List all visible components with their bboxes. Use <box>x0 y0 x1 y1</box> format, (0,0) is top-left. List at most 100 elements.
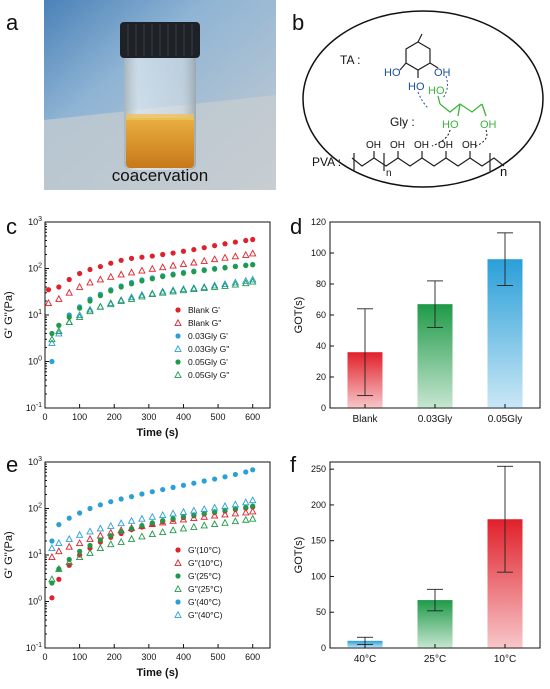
data-point <box>221 280 229 288</box>
x-tick-label: 500 <box>211 652 226 662</box>
data-point <box>158 263 167 271</box>
data-point <box>128 494 135 500</box>
legend-label: 0.03Gly G'' <box>188 344 230 354</box>
data-point <box>243 237 249 244</box>
data-point <box>65 318 73 326</box>
data-point <box>221 281 229 289</box>
data-point <box>242 498 250 506</box>
x-tick-label: Blank <box>352 414 378 425</box>
series-5 <box>48 496 257 552</box>
y-tick-label: 0 <box>321 403 326 413</box>
x-tick-label: 0 <box>42 412 47 422</box>
data-point <box>96 531 105 539</box>
data-point <box>201 245 207 251</box>
data-point <box>108 288 114 294</box>
legend-marker <box>175 359 181 365</box>
legend-label: G''(25°C) <box>188 584 223 594</box>
series-2 <box>49 503 256 586</box>
data-point <box>242 276 250 284</box>
data-point <box>138 290 146 298</box>
data-point <box>66 515 72 521</box>
legend-marker <box>175 599 181 605</box>
y-tick-label: 103 <box>28 216 42 227</box>
y-tick-label: 150 <box>311 536 326 546</box>
data-point <box>65 558 73 566</box>
data-point <box>97 263 103 270</box>
data-point <box>180 513 187 520</box>
y-tick-label: 101 <box>28 549 42 560</box>
data-point <box>87 542 93 549</box>
data-point <box>65 542 73 550</box>
data-point <box>148 264 157 272</box>
data-point <box>201 478 207 484</box>
data-point <box>118 257 124 263</box>
data-point <box>160 486 166 493</box>
data-point <box>127 534 136 542</box>
x-axis-label: Time (s) <box>137 667 179 679</box>
data-point <box>231 500 240 508</box>
panel-label-b: b <box>292 10 305 35</box>
data-point <box>179 284 188 292</box>
pva-oh-3: OH <box>414 140 429 151</box>
y-tick-label: 0 <box>321 643 326 653</box>
data-point <box>221 518 229 526</box>
y-tick-label: 20 <box>316 372 326 382</box>
legend-label: G''(40°C) <box>188 610 223 620</box>
chart-d-got-bars: 0 20 40 60 80 100 120 GOT(s) Blank 0.03Gly 0.05Gly <box>293 217 541 425</box>
chart-f-got-bars: 0 50 100 150 200 250 GOT(s) 40°C 25°C 10°C <box>293 461 541 665</box>
legend-label: G'(25°C) <box>188 571 221 581</box>
data-point <box>96 524 105 532</box>
data-point <box>65 534 73 542</box>
data-point <box>108 499 114 505</box>
data-point <box>248 249 257 257</box>
data-point <box>212 476 218 482</box>
data-point <box>75 310 84 318</box>
x-tick-label: 200 <box>107 412 122 422</box>
x-tick-label: 100 <box>72 412 87 422</box>
data-point <box>160 273 166 280</box>
x-axis-label: Time (s) <box>137 427 179 439</box>
pva-n-1: n <box>386 168 392 179</box>
data-point <box>149 489 155 495</box>
legend-label: Blank G'' <box>188 318 222 328</box>
data-point <box>221 253 229 261</box>
data-point <box>149 276 155 282</box>
data-point <box>75 538 84 546</box>
data-point <box>75 282 84 290</box>
data-point <box>117 296 125 304</box>
data-point <box>48 544 56 552</box>
data-point <box>97 502 103 508</box>
x-tick-label: 0.03Gly <box>418 414 452 425</box>
data-point <box>128 281 135 287</box>
chart-c-storage-loss-modulus: 0 100 200 300 400 500 600 10-1 100 101 102 103 Time … <box>3 216 271 439</box>
legend-label: G'(10°C) <box>188 545 221 555</box>
data-point <box>190 522 198 530</box>
data-point <box>212 266 218 272</box>
data-point <box>242 250 250 258</box>
data-point <box>65 288 73 296</box>
y-tick-label: 10-1 <box>26 642 42 653</box>
chart-e-storage-loss-modulus: 0 100 200 300 400 500 600 10-1 100 101 102 103 Time … <box>3 456 271 679</box>
y-tick-label: 120 <box>311 217 326 227</box>
data-point <box>191 246 197 253</box>
legend-marker <box>174 318 182 326</box>
data-point <box>221 510 229 518</box>
data-point <box>49 330 55 337</box>
data-point <box>158 510 167 518</box>
scheme-svg: TA : HO OH HO Gly : HO HO OH PVA : <box>302 10 544 188</box>
legend-marker <box>174 370 182 378</box>
data-point <box>190 514 198 522</box>
chemical-scheme: TA : HO OH HO Gly : HO HO OH PVA : <box>300 8 546 190</box>
data-point <box>127 294 136 302</box>
data-point <box>149 253 155 259</box>
coacervation-photo: coacervation <box>44 0 276 190</box>
data-point <box>179 260 188 268</box>
data-point <box>242 508 250 516</box>
series-1 <box>44 249 257 306</box>
data-point <box>222 265 228 271</box>
data-point <box>96 275 105 283</box>
data-point <box>127 516 136 524</box>
x-tick-label: 300 <box>141 652 156 662</box>
data-point <box>169 286 177 294</box>
data-point <box>107 300 115 308</box>
